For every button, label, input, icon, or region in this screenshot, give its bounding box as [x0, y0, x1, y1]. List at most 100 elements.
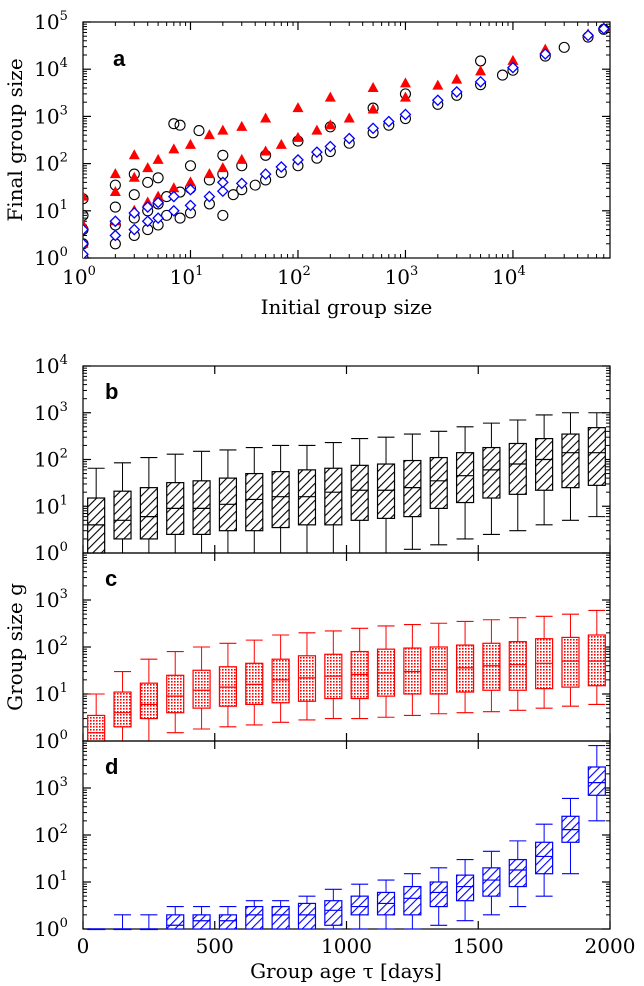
box-iqr — [350, 464, 369, 521]
plot-frame — [82, 365, 611, 554]
box-plot — [87, 467, 106, 554]
circle-point — [475, 55, 487, 67]
box-plot — [455, 426, 475, 540]
box-plot — [139, 457, 158, 554]
box-plot — [561, 613, 580, 707]
diamond-point — [167, 204, 180, 217]
triangle-point — [184, 176, 196, 187]
diamond-point — [83, 237, 89, 250]
box-plot — [87, 693, 106, 742]
diamond-point — [128, 207, 141, 219]
y-tick-label-exponent: 3 — [60, 587, 68, 602]
box-plot — [218, 642, 238, 728]
box-iqr — [113, 490, 132, 540]
box-iqr — [192, 480, 211, 535]
x-tick-label-base: 10 — [277, 265, 302, 289]
box-iqr — [271, 905, 290, 930]
box-iqr — [561, 636, 580, 688]
box-iqr — [87, 497, 106, 554]
diamond-point — [343, 132, 356, 145]
y-tick-label: 101 — [34, 198, 68, 223]
box-iqr — [166, 914, 185, 930]
box-iqr — [455, 452, 475, 504]
triangle-point — [168, 143, 180, 154]
y-tick-label: 105 — [34, 9, 68, 34]
box-plot — [508, 419, 527, 532]
box-plot — [271, 900, 290, 930]
box-iqr — [455, 874, 475, 902]
box-iqr — [403, 885, 422, 916]
diamond-point — [141, 201, 154, 213]
y-tick-label-exponent: 2 — [60, 151, 68, 166]
box-iqr — [587, 766, 606, 796]
y-tick-label: 102 — [34, 822, 68, 847]
x-tick-label: 103 — [385, 264, 419, 289]
box-plot — [218, 449, 238, 554]
triangle-point — [260, 112, 272, 123]
box-plot — [245, 639, 264, 726]
y-tick-label-base: 10 — [34, 682, 59, 706]
diamond-point — [109, 215, 122, 228]
scatter-points — [83, 22, 610, 258]
y-tick-label-exponent: 4 — [60, 56, 68, 71]
y-tick-label-exponent: 0 — [60, 916, 68, 931]
box-plot — [192, 646, 211, 730]
y-tick-label-exponent: 1 — [60, 869, 68, 884]
y-tick-label: 102 — [34, 634, 68, 659]
box-iqr — [113, 691, 132, 728]
triangle-point — [324, 119, 336, 130]
box-plot — [113, 671, 132, 742]
y-tick-label-base: 10 — [34, 870, 59, 894]
box-plot — [324, 442, 343, 554]
x-tick-label: 500 — [196, 934, 234, 958]
circle-point — [109, 201, 121, 213]
y-tick-label-exponent: 1 — [60, 681, 68, 696]
y-tick-label-base: 10 — [34, 152, 59, 176]
y-tick-label: 104 — [34, 353, 68, 378]
circle-point — [217, 209, 229, 221]
box-plot — [113, 914, 132, 931]
y-tick-label-exponent: 2 — [60, 822, 68, 837]
x-tick-label: 101 — [170, 264, 204, 289]
x-tick-label: 2000 — [585, 934, 636, 958]
plot-frame — [82, 21, 611, 259]
plot-frame — [82, 740, 611, 930]
triangle-point — [367, 81, 379, 92]
diamond-point — [450, 86, 463, 98]
box-plot — [587, 745, 606, 822]
triangle-point — [432, 79, 444, 90]
x-tick-label-base: 10 — [385, 265, 410, 289]
box-plot — [166, 906, 185, 930]
diamond-point — [259, 168, 272, 180]
box-plot — [561, 412, 580, 521]
box-iqr — [297, 902, 317, 930]
y-tick-label-exponent: 2 — [60, 634, 68, 649]
y-tick-label: 104 — [34, 56, 68, 81]
box-plot — [508, 840, 527, 908]
y-tick-label: 100 — [34, 916, 68, 941]
y-tick-label-exponent: 4 — [60, 353, 68, 368]
diamond-point — [582, 29, 594, 42]
box-iqr — [271, 658, 290, 704]
box-iqr — [166, 674, 185, 714]
plot-frame — [82, 552, 611, 742]
diamond-point — [474, 75, 487, 88]
y-tick-label: 103 — [34, 775, 68, 800]
box-iqr — [192, 914, 211, 930]
y-tick-label-exponent: 0 — [60, 245, 68, 260]
x-tick-label-exponent: 3 — [410, 264, 418, 279]
box-plot — [271, 444, 290, 554]
triangle-point — [367, 103, 379, 114]
box-plot — [139, 658, 158, 742]
box-iqr — [482, 642, 501, 691]
box-plot — [324, 630, 343, 720]
box-iqr — [245, 905, 264, 930]
triangle-point — [217, 162, 229, 173]
box-plot — [403, 433, 422, 550]
box-plot — [455, 859, 475, 922]
diamond-point — [399, 108, 412, 121]
box-plot — [403, 624, 422, 716]
box-iqr — [324, 467, 343, 526]
